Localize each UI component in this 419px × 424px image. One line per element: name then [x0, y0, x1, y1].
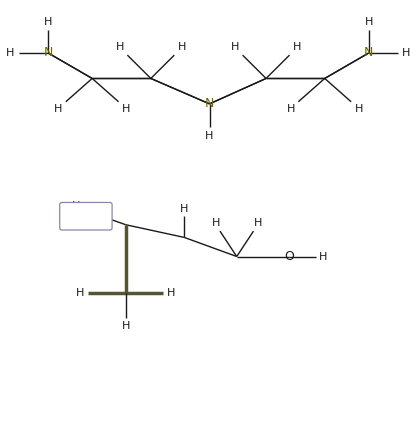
Text: N: N: [364, 47, 373, 59]
Text: Abs: Abs: [76, 209, 96, 219]
Text: H: H: [167, 287, 175, 298]
Text: o: o: [79, 220, 83, 226]
Text: H: H: [122, 104, 130, 114]
Text: H: H: [319, 251, 328, 262]
Text: H: H: [54, 104, 62, 114]
FancyBboxPatch shape: [59, 203, 112, 230]
Text: H: H: [231, 42, 239, 52]
Text: H: H: [293, 42, 301, 52]
Text: H: H: [6, 48, 15, 58]
Text: H: H: [122, 321, 130, 331]
Text: N: N: [44, 47, 53, 59]
Text: H: H: [116, 42, 124, 52]
Text: H: H: [253, 218, 262, 228]
Text: H: H: [212, 218, 220, 228]
Text: H: H: [44, 17, 52, 27]
Text: O: O: [284, 250, 294, 263]
Text: H: H: [180, 204, 189, 214]
Text: H: H: [287, 104, 295, 114]
Text: H: H: [178, 42, 186, 52]
Text: H: H: [365, 17, 373, 27]
Text: H: H: [72, 201, 80, 211]
Text: H: H: [402, 48, 411, 58]
Text: N: N: [205, 98, 214, 110]
Text: H: H: [76, 287, 85, 298]
Text: H: H: [354, 104, 363, 114]
Text: H: H: [205, 131, 214, 141]
